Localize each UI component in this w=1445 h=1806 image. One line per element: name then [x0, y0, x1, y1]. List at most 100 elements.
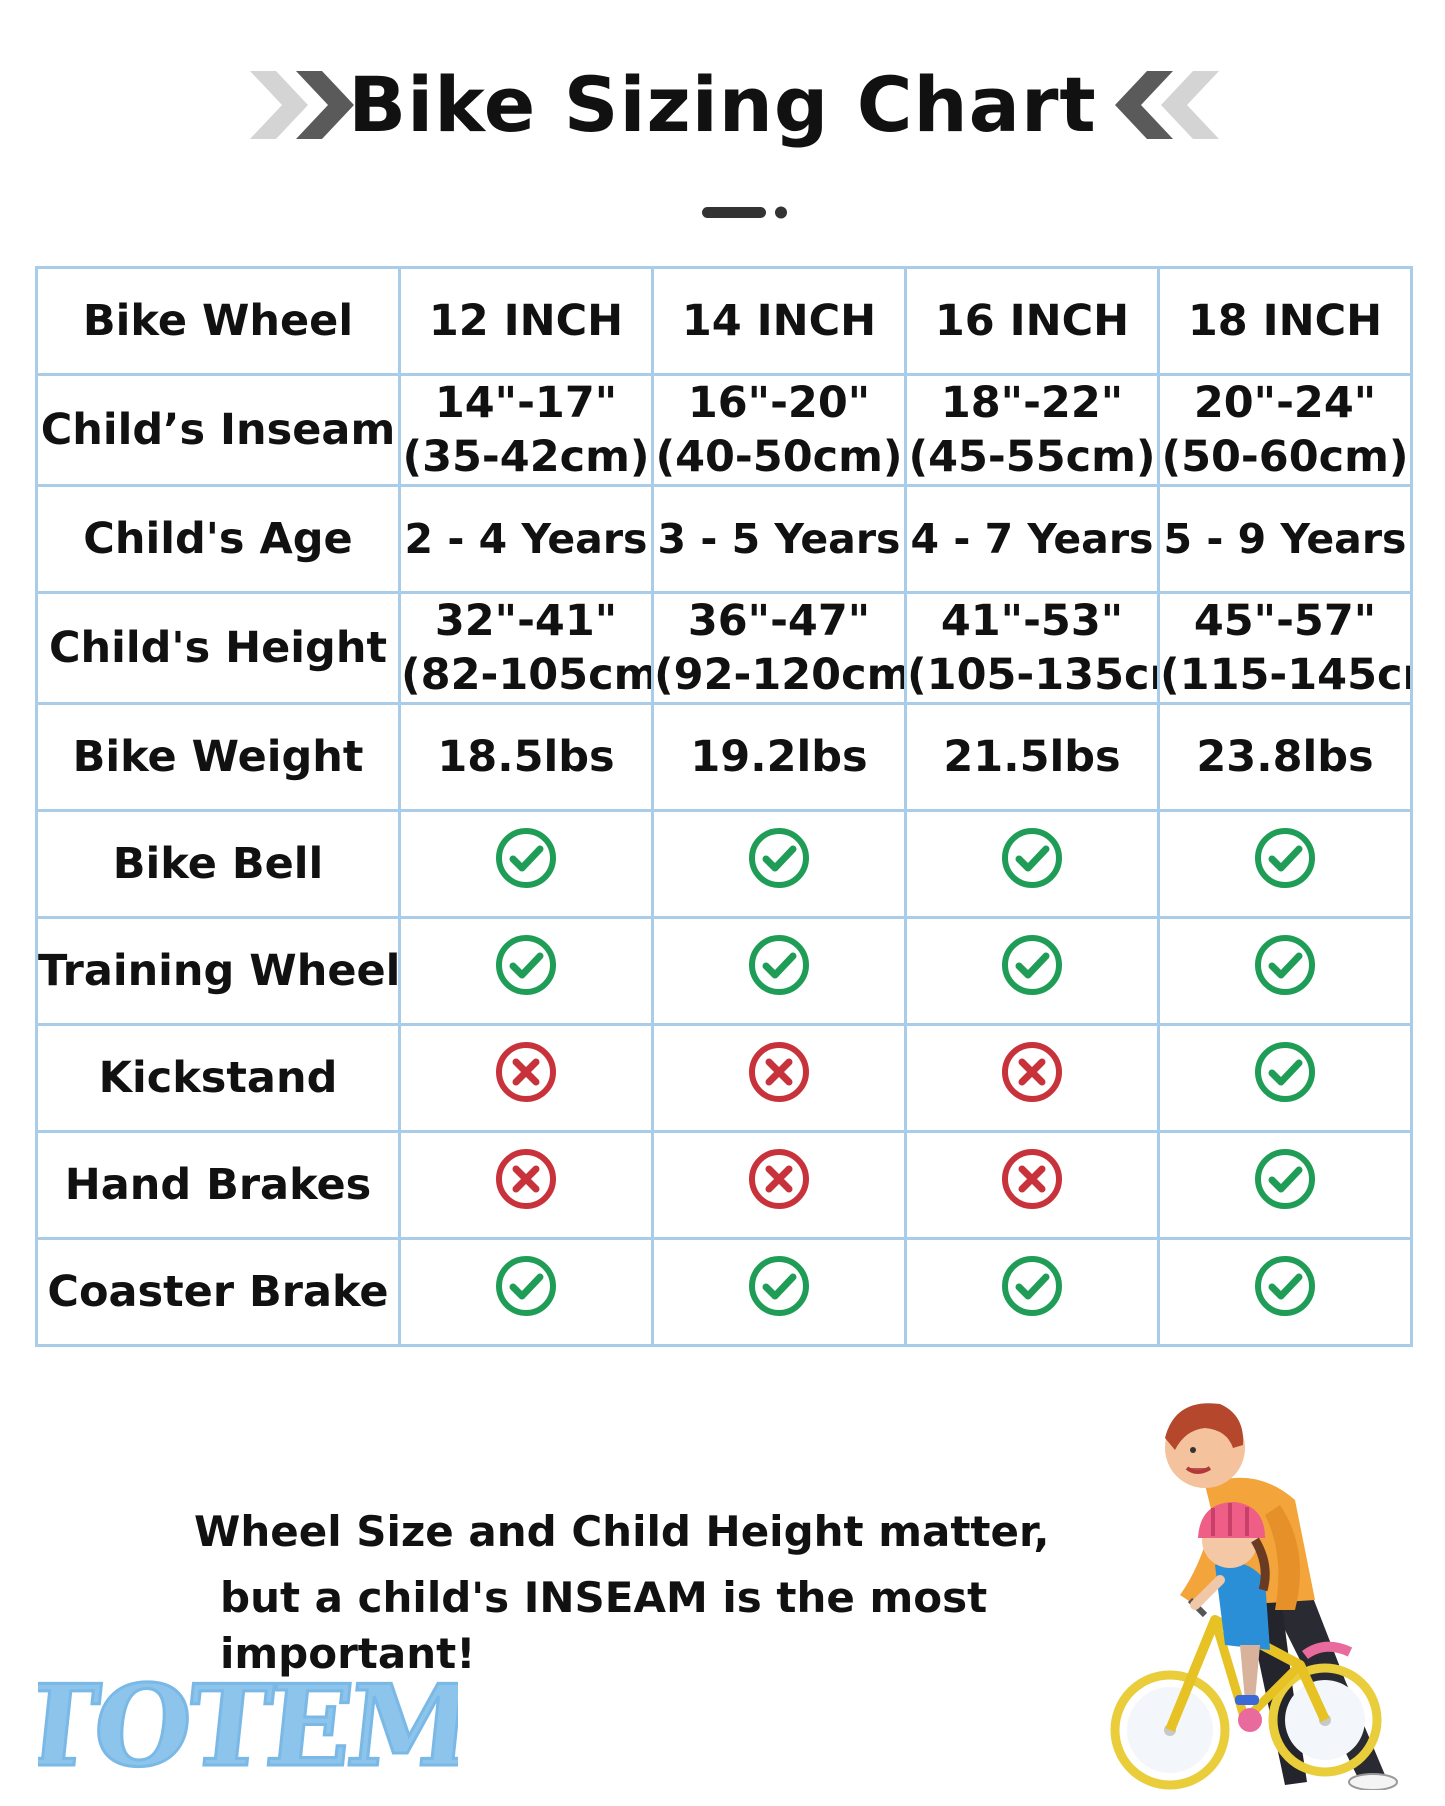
- feature-status-cell: [1157, 1023, 1413, 1133]
- inseam-cell: 18"-22" (45-55cm): [904, 373, 1160, 487]
- inseam-cell: 16"-20" (40-50cm): [651, 373, 907, 487]
- check-icon: [1253, 1040, 1317, 1117]
- feature-status-cell: [1157, 809, 1413, 919]
- double-chevron-left-icon: [1115, 71, 1219, 139]
- feature-status-cell: [1157, 1130, 1413, 1240]
- age-cell: 3 - 5 Years: [651, 484, 907, 594]
- row-label: Hand Brakes: [35, 1130, 401, 1240]
- feature-status-cell: [904, 1023, 1160, 1133]
- cross-icon: [494, 1040, 558, 1117]
- feature-status-cell: [398, 1023, 654, 1133]
- wheel-size-cell: 14 INCH: [651, 266, 907, 376]
- check-icon: [747, 826, 811, 903]
- table-row-age: Child's Age 2 - 4 Years 3 - 5 Years 4 - …: [35, 484, 1413, 594]
- wheel-size-cell: 16 INCH: [904, 266, 1160, 376]
- table-row-feature: Bike Bell: [35, 809, 1413, 919]
- height-cm: (92-120cm): [654, 650, 906, 700]
- feature-status-cell: [398, 1130, 654, 1240]
- check-icon: [747, 1254, 811, 1331]
- height-cm: (105-135cm: [907, 650, 1156, 700]
- totem-logo: TOTEM: [38, 1665, 458, 1790]
- age-cell: 2 - 4 Years: [398, 484, 654, 594]
- cross-icon: [747, 1040, 811, 1117]
- check-icon: [1000, 933, 1064, 1010]
- footer-note-line-2: but a child's INSEAM is the most importa…: [220, 1573, 988, 1678]
- table-row-inseam: Child’s Inseam 14"-17" (35-42cm) 16"-20"(…: [35, 373, 1413, 487]
- row-label: Bike Wheel: [35, 266, 401, 376]
- logo-text: TOTEM: [38, 1665, 458, 1790]
- row-label: Kickstand: [35, 1023, 401, 1133]
- row-label: Child's Age: [35, 484, 401, 594]
- inseam-cm: (35-42cm): [402, 432, 650, 482]
- title-row: Bike Sizing Chart: [0, 55, 1445, 155]
- height-inches: 41"-53": [940, 596, 1124, 646]
- cross-icon: [1000, 1040, 1064, 1117]
- table-row-feature: Coaster Brake: [35, 1237, 1413, 1347]
- row-label: Child’s Inseam: [35, 373, 401, 487]
- double-chevron-right-icon: [250, 71, 354, 139]
- cross-icon: [1000, 1147, 1064, 1224]
- height-cm: (115-145cm: [1160, 650, 1409, 700]
- inseam-cm: (50-60cm): [1161, 432, 1409, 482]
- cross-icon: [494, 1147, 558, 1224]
- inseam-inches: 16"-20": [687, 378, 871, 428]
- height-cell: 45"-57"(115-145cm: [1157, 591, 1413, 705]
- height-cm: (82-105cm): [401, 650, 653, 700]
- feature-status-cell: [651, 916, 907, 1026]
- table-row-wheel: Bike Wheel 12 INCH 14 INCH 16 INCH 18 IN…: [35, 266, 1413, 376]
- row-label: Training Wheels: [35, 916, 401, 1026]
- feature-status-cell: [904, 916, 1160, 1026]
- feature-status-cell: [1157, 1237, 1413, 1347]
- row-label: Bike Weight: [35, 702, 401, 812]
- check-icon: [1000, 1254, 1064, 1331]
- feature-status-cell: [904, 1130, 1160, 1240]
- table-row-feature: Training Wheels: [35, 916, 1413, 1026]
- check-icon: [494, 933, 558, 1010]
- row-label: Bike Bell: [35, 809, 401, 919]
- inseam-cell: 14"-17" (35-42cm): [398, 373, 654, 487]
- feature-status-cell: [651, 1237, 907, 1347]
- height-inches: 32"-41": [434, 596, 618, 646]
- parent-child-bike-illustration: [1110, 1403, 1398, 1790]
- height-inches: 45"-57": [1193, 596, 1377, 646]
- feature-status-cell: [651, 1130, 907, 1240]
- page-title: Bike Sizing Chart: [348, 60, 1097, 149]
- feature-status-cell: [398, 1237, 654, 1347]
- title-divider: [702, 206, 787, 219]
- check-icon: [747, 933, 811, 1010]
- height-cell: 41"-53"(105-135cm: [904, 591, 1160, 705]
- feature-status-cell: [904, 1237, 1160, 1347]
- sizing-table: Bike Wheel 12 INCH 14 INCH 16 INCH 18 IN…: [35, 266, 1413, 1347]
- wheel-size-cell: 18 INCH: [1157, 266, 1413, 376]
- wheel-size-cell: 12 INCH: [398, 266, 654, 376]
- feature-status-cell: [398, 809, 654, 919]
- check-icon: [1253, 826, 1317, 903]
- feature-status-cell: [651, 809, 907, 919]
- table-row-weight: Bike Weight 18.5lbs 19.2lbs 21.5lbs 23.8…: [35, 702, 1413, 812]
- check-icon: [1253, 1147, 1317, 1224]
- weight-cell: 23.8lbs: [1157, 702, 1413, 812]
- check-icon: [494, 1254, 558, 1331]
- table-row-height: Child's Height 32"-41" (82-105cm) 36"-47"…: [35, 591, 1413, 705]
- inseam-inches: 18"-22": [940, 378, 1124, 428]
- check-icon: [1000, 826, 1064, 903]
- inseam-inches: 20"-24": [1193, 378, 1377, 428]
- table-row-feature: Hand Brakes: [35, 1130, 1413, 1240]
- feature-status-cell: [1157, 916, 1413, 1026]
- height-inches: 36"-47": [687, 596, 871, 646]
- check-icon: [1253, 1254, 1317, 1331]
- check-icon: [494, 826, 558, 903]
- height-cell: 32"-41" (82-105cm): [398, 591, 654, 705]
- footer-note-line-1: Wheel Size and Child Height matter,: [194, 1507, 1050, 1556]
- feature-status-cell: [904, 809, 1160, 919]
- age-cell: 5 - 9 Years: [1157, 484, 1413, 594]
- inseam-inches: 14"-17": [434, 378, 618, 428]
- feature-status-cell: [651, 1023, 907, 1133]
- cross-icon: [747, 1147, 811, 1224]
- inseam-cm: (40-50cm): [655, 432, 903, 482]
- feature-status-cell: [398, 916, 654, 1026]
- inseam-cell: 20"-24" (50-60cm): [1157, 373, 1413, 487]
- table-row-feature: Kickstand: [35, 1023, 1413, 1133]
- weight-cell: 19.2lbs: [651, 702, 907, 812]
- check-icon: [1253, 933, 1317, 1010]
